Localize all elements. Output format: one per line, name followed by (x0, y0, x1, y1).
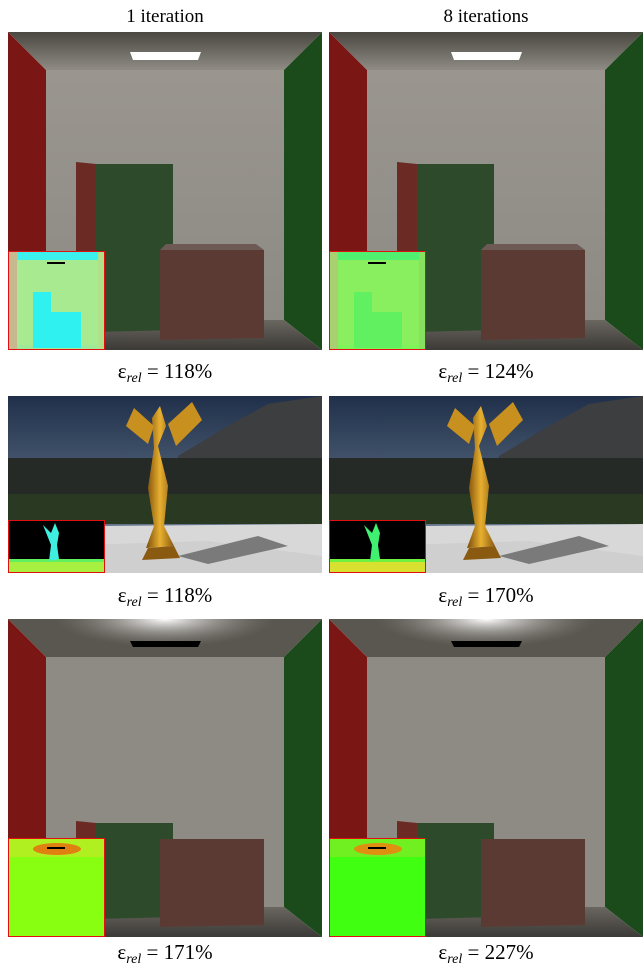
error-value: 124% (484, 359, 534, 383)
error-value: 171% (163, 940, 213, 964)
error-value: 170% (484, 583, 534, 607)
error-caption: εrel = 227% (438, 940, 534, 967)
column-header-2: 8 iterations (443, 6, 529, 27)
cornell-noisy-render-1-iteration (8, 619, 322, 937)
cornell-noisy-render-8-iterations (329, 619, 643, 937)
column-header-1: 1 iteration (126, 6, 204, 27)
error-value: 118% (164, 359, 213, 383)
error-caption: εrel = 118% (117, 359, 213, 386)
statue-render-8-iterations (329, 396, 643, 573)
error-caption: εrel = 170% (438, 583, 534, 610)
error-inset-image (329, 251, 426, 350)
cornell-render-1-iteration (8, 32, 322, 350)
error-inset-image (329, 838, 426, 937)
error-caption: εrel = 171% (117, 940, 213, 967)
error-value: 227% (484, 940, 534, 964)
error-inset-image (329, 520, 426, 573)
error-value: 118% (164, 583, 213, 607)
error-inset-image (8, 520, 105, 573)
cornell-render-8-iterations (329, 32, 643, 350)
error-caption: εrel = 124% (438, 359, 534, 386)
statue-render-1-iteration (8, 396, 322, 573)
error-inset-image (8, 251, 105, 350)
error-inset-image (8, 838, 105, 937)
error-caption: εrel = 118% (117, 583, 213, 610)
